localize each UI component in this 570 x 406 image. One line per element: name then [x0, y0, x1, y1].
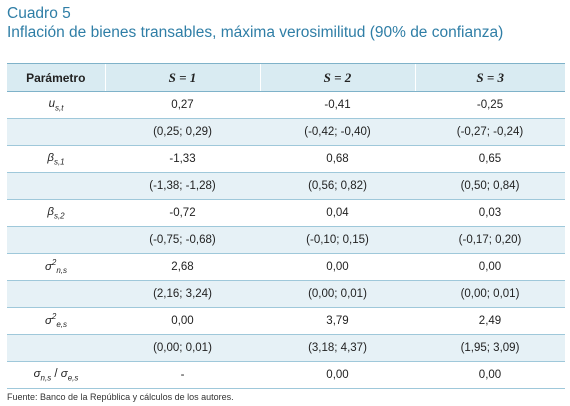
source-note: Fuente: Banco de la República y cálculos… [7, 392, 234, 402]
table-row: σ2e,s 0,00 3,79 2,49 [7, 307, 565, 335]
estimate-cell: 0,27 [105, 91, 260, 119]
estimate-cell: 0,00 [415, 361, 565, 389]
param-cell: σn,s / σe,s [7, 361, 105, 389]
interval-cell: (-0,27; -0,24) [415, 118, 565, 146]
interval-cell: (0,00; 0,01) [105, 334, 260, 362]
table-row-ratio: σn,s / σe,s - 0,00 0,00 [7, 361, 565, 389]
caption-label: Cuadro 5 [7, 5, 71, 22]
interval-cell: (0,25; 0,29) [105, 118, 260, 146]
table-row: βs,1 -1,33 0,68 0,65 [7, 145, 565, 173]
parameter-table: Parámetro S = 1 S = 2 S = 3 us,t 0,27 -0… [7, 63, 565, 389]
param-cell: σ2e,s [7, 307, 105, 335]
header-parametro: Parámetro [7, 63, 105, 92]
estimate-cell: 0,00 [415, 253, 565, 281]
interval-cell: (-0,75; -0,68) [105, 226, 260, 254]
header-s3: S = 3 [414, 63, 565, 92]
estimate-cell: 0,65 [415, 145, 565, 173]
estimate-cell: - [105, 361, 260, 389]
estimate-cell: 0,00 [260, 253, 415, 281]
estimate-cell: -1,33 [105, 145, 260, 173]
interval-cell: (2,16; 3,24) [105, 280, 260, 308]
table-row-interval: (-0,75; -0,68) (-0,10; 0,15) (-0,17; 0,2… [7, 226, 565, 254]
table-row-interval: (0,25; 0,29) (-0,42; -0,40) (-0,27; -0,2… [7, 118, 565, 146]
estimate-cell: -0,72 [105, 199, 260, 227]
table-row: us,t 0,27 -0,41 -0,25 [7, 91, 565, 119]
param-cell: us,t [7, 91, 105, 119]
empty-cell [7, 172, 105, 200]
table-header-row: Parámetro S = 1 S = 2 S = 3 [7, 63, 565, 92]
estimate-cell: 2,68 [105, 253, 260, 281]
interval-cell: (0,00; 0,01) [415, 280, 565, 308]
param-cell: σ2n,s [7, 253, 105, 281]
estimate-cell: -0,25 [415, 91, 565, 119]
estimate-cell: 0,00 [260, 361, 415, 389]
interval-cell: (1,95; 3,09) [415, 334, 565, 362]
empty-cell [7, 118, 105, 146]
empty-cell [7, 280, 105, 308]
empty-cell [7, 334, 105, 362]
caption: Cuadro 5 Inflación de bienes transables,… [7, 4, 503, 42]
estimate-cell: 2,49 [415, 307, 565, 335]
estimate-cell: 0,04 [260, 199, 415, 227]
estimate-cell: -0,41 [260, 91, 415, 119]
interval-cell: (-1,38; -1,28) [105, 172, 260, 200]
header-s1: S = 1 [104, 63, 260, 92]
empty-cell [7, 226, 105, 254]
header-s2: S = 2 [259, 63, 415, 92]
interval-cell: (-0,42; -0,40) [260, 118, 415, 146]
estimate-cell: 0,03 [415, 199, 565, 227]
interval-cell: (0,00; 0,01) [260, 280, 415, 308]
interval-cell: (0,50; 0,84) [415, 172, 565, 200]
estimate-cell: 3,79 [260, 307, 415, 335]
interval-cell: (3,18; 4,37) [260, 334, 415, 362]
table-row-interval: (-1,38; -1,28) (0,56; 0,82) (0,50; 0,84) [7, 172, 565, 200]
interval-cell: (0,56; 0,82) [260, 172, 415, 200]
interval-cell: (-0,10; 0,15) [260, 226, 415, 254]
estimate-cell: 0,68 [260, 145, 415, 173]
caption-title: Inflación de bienes transables, máxima v… [7, 24, 504, 41]
table-row: βs,2 -0,72 0,04 0,03 [7, 199, 565, 227]
table-row-interval: (0,00; 0,01) (3,18; 4,37) (1,95; 3,09) [7, 334, 565, 362]
table-row-interval: (2,16; 3,24) (0,00; 0,01) (0,00; 0,01) [7, 280, 565, 308]
table-row: σ2n,s 2,68 0,00 0,00 [7, 253, 565, 281]
param-cell: βs,2 [7, 199, 105, 227]
param-cell: βs,1 [7, 145, 105, 173]
estimate-cell: 0,00 [105, 307, 260, 335]
interval-cell: (-0,17; 0,20) [415, 226, 565, 254]
